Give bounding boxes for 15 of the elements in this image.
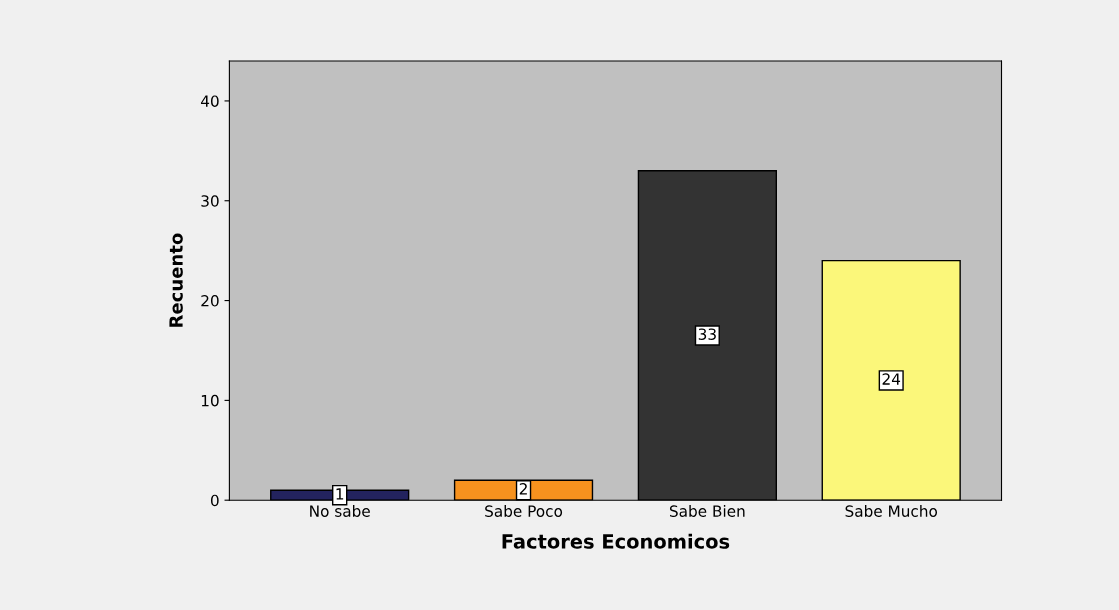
x-tick-label: No sabe (310, 505, 370, 517)
data-label: 33 (698, 328, 716, 340)
y-tick-label: 30 (201, 195, 219, 207)
y-tick-label: 40 (200, 95, 219, 107)
x-tick-label: Sabe Mucho (845, 505, 938, 517)
y-axis-title: Recuento (169, 233, 183, 327)
y-tick-label: 10 (201, 394, 219, 407)
x-axis-title: Factores Economicos (502, 533, 730, 549)
data-label: 24 (882, 373, 901, 385)
data-label: 1 (336, 488, 344, 500)
y-tick-label: 0 (210, 494, 219, 507)
y-tick-label: 20 (201, 295, 219, 307)
x-tick-label: Sabe Poco (485, 505, 563, 517)
x-tick-label: Sabe Bien (669, 505, 745, 517)
data-label: 2 (519, 483, 527, 495)
